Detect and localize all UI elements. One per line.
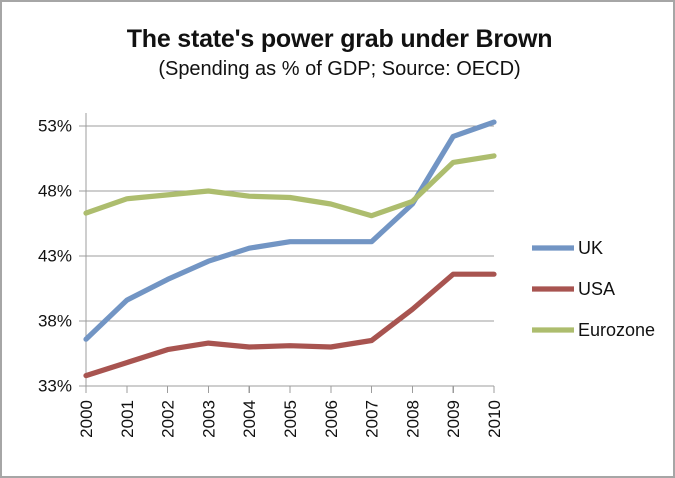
chart-subtitle: (Spending as % of GDP; Source: OECD) [158,58,521,80]
y-axis-label: 33% [38,376,72,395]
legend-label-uk: UK [578,238,603,258]
y-axis-ticks: 33% 38% 43% 48% 53% [38,116,86,395]
y-axis-label: 53% [38,116,72,135]
x-axis-label: 2005 [281,400,300,438]
x-axis-label: 2003 [199,400,218,438]
x-axis-label: 2000 [77,400,96,438]
series-line-uk [83,119,497,342]
legend-label-usa: USA [578,279,615,299]
x-axis-label: 2001 [118,400,137,438]
x-axis-label: 2008 [403,400,422,438]
x-axis-label: 2006 [322,400,341,438]
series-line-usa [83,271,497,379]
x-axis-label: 2002 [159,400,178,438]
series-line-eurozone [83,153,497,219]
chart-legend: UK USA Eurozone [532,238,655,340]
x-axis-label: 2010 [485,400,504,438]
chart-title-block: The state's power grab under Brown (Spen… [2,24,673,82]
page-title: The state's power grab under Brown [126,25,553,53]
x-axis-label: 2009 [444,400,463,438]
y-axis-label: 48% [38,181,72,200]
data-series [83,119,497,379]
legend-label-eurozone: Eurozone [578,320,655,340]
x-axis-label: 2007 [363,400,382,438]
x-axis-ticks: 2000 2001 2002 2003 2004 2005 2006 2007 2008 2009… [77,386,504,438]
x-axis-label: 2004 [240,400,259,438]
y-axis-label: 43% [38,246,72,265]
y-axis-label: 38% [38,311,72,330]
